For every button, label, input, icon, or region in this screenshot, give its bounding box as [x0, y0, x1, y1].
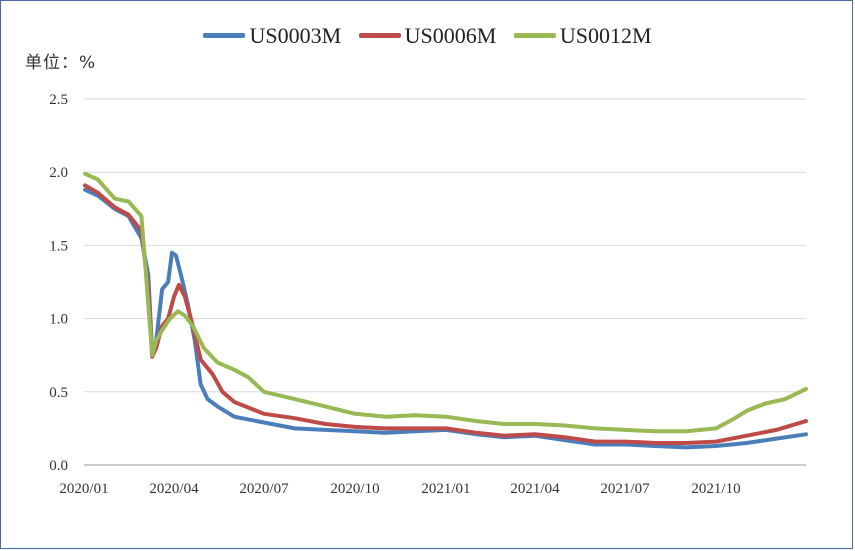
y-tick-label: 1.5: [49, 238, 68, 254]
gridlines: [84, 98, 806, 466]
y-tick-labels: 0.0 0.5 1.0 1.5 2.0 2.5: [49, 92, 68, 474]
legend-label-us0012m: US0012M: [559, 22, 652, 48]
legend-swatch-us0006m: [358, 33, 401, 38]
legend-label-us0003m: US0003M: [249, 22, 342, 48]
x-tick-label: 2020/04: [149, 481, 199, 497]
y-tick-label: 0.0: [49, 458, 68, 474]
legend-swatch-us0003m: [203, 33, 246, 38]
y-tick-label: 1.0: [49, 312, 68, 328]
legend: US0003M US0006M US0012M: [0, 18, 855, 49]
x-tick-label: 2020/10: [330, 481, 379, 497]
unit-label: 单位：%: [25, 53, 97, 73]
series-line-us0006m: [83, 183, 808, 445]
series-lines: [83, 171, 808, 450]
legend-item-us0006m: US0006M: [358, 22, 497, 49]
x-tick-label: 2021/04: [510, 481, 560, 497]
series-line-us0012m: [83, 171, 808, 434]
y-tick-label: 2.0: [49, 165, 68, 181]
legend-label-us0006m: US0006M: [404, 22, 497, 48]
x-tick-label: 2021/01: [421, 481, 470, 497]
x-tick-labels: 2020/01 2020/04 2020/07 2020/10 2021/01 2021/…: [59, 481, 740, 497]
y-tick-label: 0.5: [49, 385, 68, 401]
x-tick-label: 2020/07: [239, 481, 289, 497]
x-tick-label: 2021/10: [691, 481, 740, 497]
x-tick-label: 2020/01: [59, 481, 108, 497]
x-tick-label: 2021/07: [600, 481, 650, 497]
legend-item-us0012m: US0012M: [513, 22, 652, 49]
legend-item-us0003m: US0003M: [203, 23, 341, 49]
y-tick-label: 2.5: [49, 92, 68, 108]
legend-swatch-us0012m: [513, 33, 556, 38]
